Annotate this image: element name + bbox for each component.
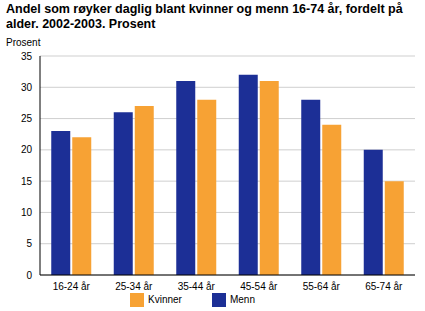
html-text:Prosent: Prosent [6,37,41,48]
svg-text:16-24 år: 16-24 år [53,281,91,292]
svg-text:45-54 år: 45-54 år [240,281,278,292]
svg-text:10: 10 [21,207,33,218]
svg-text:35: 35 [21,51,33,62]
svg-text:25: 25 [21,113,33,124]
svg-text:25-34 år: 25-34 år [115,281,153,292]
svg-text:0: 0 [26,270,32,281]
html-text:Menn: Menn [229,293,255,305]
svg-text:30: 30 [21,82,33,93]
html-text:Kvinner: Kvinner [148,293,182,305]
svg-text:35-44 år: 35-44 år [178,281,216,292]
svg-text:5: 5 [26,238,32,249]
svg-text:65-74 år: 65-74 år [365,281,403,292]
svg-text:15: 15 [21,176,33,187]
svg-text:55-64 år: 55-64 år [303,281,341,292]
html-text:Andel som røyker daglig blant: Andel som røyker daglig blant kvinner og… [6,2,403,31]
svg-text:20: 20 [21,144,33,155]
